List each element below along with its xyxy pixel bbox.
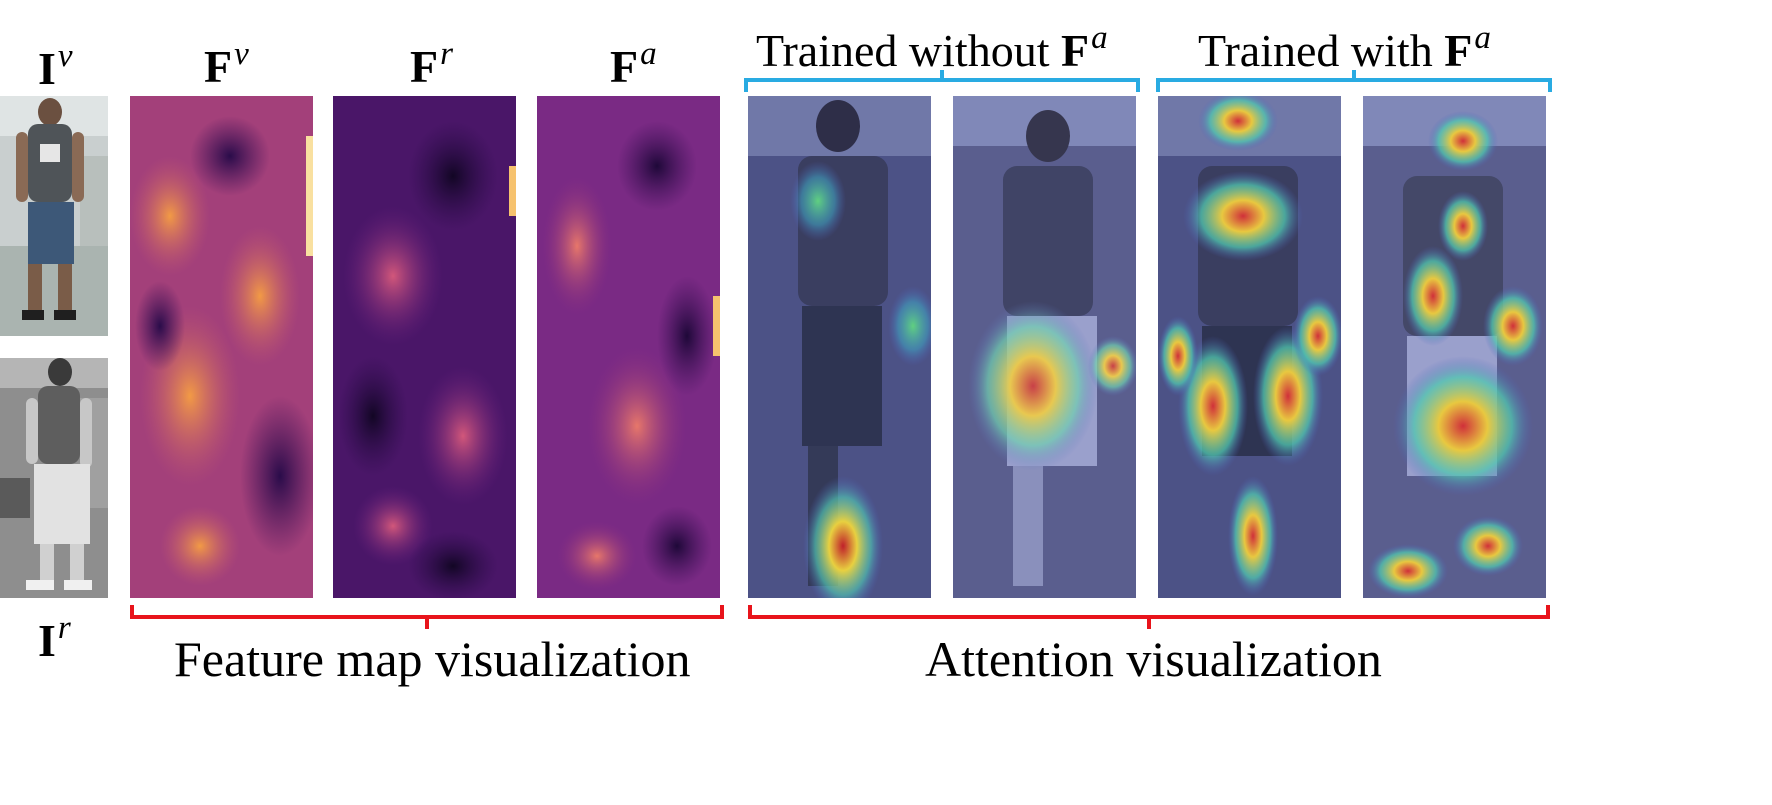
infrared-person-image (0, 358, 108, 598)
attention-with-visible (1158, 96, 1341, 598)
feature-infrared-header-base: F (410, 41, 439, 92)
visible-image-label: Iv (38, 39, 73, 94)
brace-trained-with (1156, 68, 1552, 94)
feature-map-aux (537, 96, 720, 598)
feature-map-infrared (333, 96, 516, 598)
feature-aux-header-sup: a (640, 34, 657, 72)
trained-with-header: Trained with Fa (1198, 21, 1491, 76)
infrared-image-label: Ir (38, 611, 71, 666)
feature-infrared-header-sup: r (440, 34, 453, 72)
trained-with-sup: a (1474, 18, 1491, 56)
attention-without-infrared (953, 96, 1136, 598)
feature-map-visible (130, 96, 313, 598)
trained-with-prefix: Trained with (1198, 25, 1445, 76)
infrared-image-label-sup: r (57, 608, 71, 646)
attention-without-visible (748, 96, 931, 598)
attention-caption: Attention visualization (925, 631, 1382, 687)
brace-feature-map (130, 603, 724, 631)
infrared-image-label-base: I (38, 615, 56, 666)
feature-aux-header-base: F (610, 41, 639, 92)
trained-with-base: F (1444, 25, 1473, 76)
brace-attention (748, 603, 1550, 631)
attention-with-infrared (1363, 96, 1546, 598)
feature-visible-header: Fv (204, 37, 249, 92)
feature-aux-header: Fa (610, 37, 657, 92)
feature-map-caption: Feature map visualization (174, 631, 691, 687)
visible-person-image (0, 96, 108, 336)
brace-trained-without (744, 68, 1140, 94)
feature-infrared-header: Fr (410, 37, 453, 92)
visible-image-label-base: I (38, 43, 56, 94)
trained-without-header: Trained without Fa (756, 21, 1108, 76)
trained-without-base: F (1060, 25, 1090, 76)
feature-visible-header-base: F (204, 41, 233, 92)
trained-without-prefix: Trained without (756, 25, 1061, 76)
feature-visible-header-sup: v (234, 34, 249, 72)
visible-image-label-sup: v (57, 36, 73, 74)
trained-without-sup: a (1091, 18, 1108, 56)
